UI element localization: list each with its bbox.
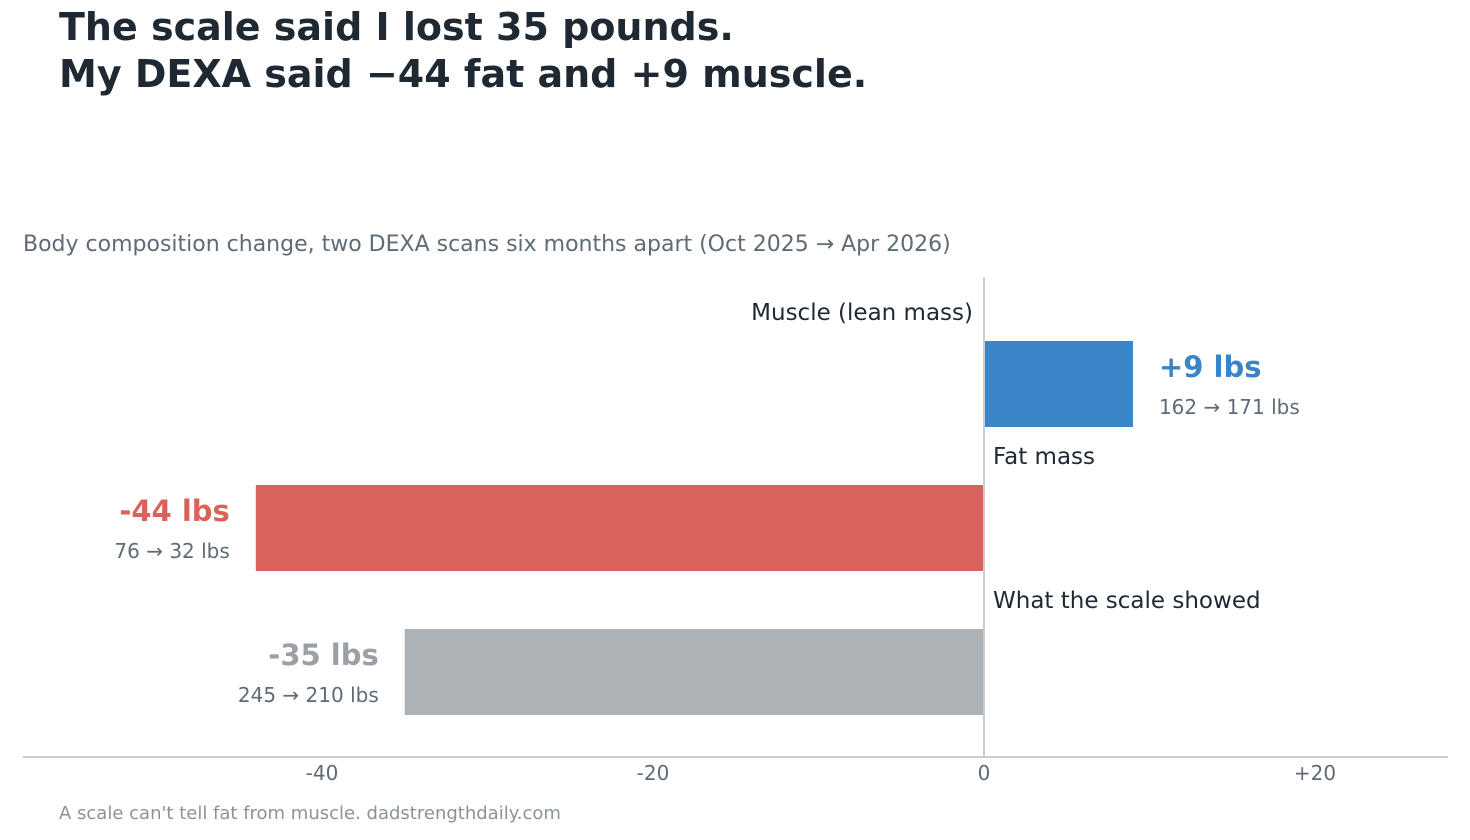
chart-title-line-2: My DEXA said −44 fat and +9 muscle. xyxy=(59,52,867,96)
value-label-fat-mass: -44 lbs xyxy=(119,494,229,528)
x-tick-label: 0 xyxy=(978,761,991,785)
detail-label-muscle-lean-mass: 162 → 171 lbs xyxy=(1159,395,1300,419)
chart-subtitle: Body composition change, two DEXA scans … xyxy=(23,232,951,257)
value-label-what-the-scale-showed: -35 lbs xyxy=(268,638,378,672)
category-label-fat-mass: Fat mass xyxy=(993,444,1095,470)
chart-title-line-1: The scale said I lost 35 pounds. xyxy=(59,5,734,49)
detail-label-what-the-scale-showed: 245 → 210 lbs xyxy=(238,683,379,707)
x-tick-label: +20 xyxy=(1294,761,1336,785)
bar-muscle-lean-mass xyxy=(984,341,1133,427)
category-label-what-the-scale-showed: What the scale showed xyxy=(993,588,1261,614)
bar-fat-mass xyxy=(255,485,985,571)
plot-area: Muscle (lean mass) +9 lbs 162 → 171 lbs Fat… xyxy=(23,277,1448,785)
x-tick-label: -40 xyxy=(306,761,339,785)
bar-what-the-scale-showed xyxy=(404,629,984,715)
value-label-muscle-lean-mass: +9 lbs xyxy=(1159,350,1262,384)
category-label-muscle-lean-mass: Muscle (lean mass) xyxy=(751,300,973,326)
detail-label-fat-mass: 76 → 32 lbs xyxy=(114,539,229,563)
chart-footer: A scale can't tell fat from muscle. dads… xyxy=(59,803,561,824)
x-tick-label: -20 xyxy=(637,761,670,785)
